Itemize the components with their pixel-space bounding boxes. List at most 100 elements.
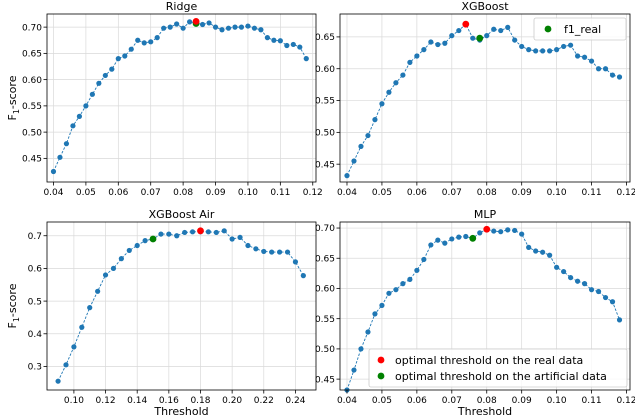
y-label-subscript: 1 [12,317,21,322]
y-label-base: F [6,114,19,120]
y-tick-label: 0.70 [315,224,335,234]
data-point [574,53,581,59]
data-point [122,53,128,59]
data-point [442,40,448,46]
panel-title: MLP [474,208,497,221]
series-line [57,230,304,382]
data-point [561,43,567,50]
x-tick-label: 0.18 [190,396,210,406]
data-point [71,344,77,350]
x-tick-label: 0.07 [442,188,462,198]
data-point [297,44,303,50]
data-point [57,154,63,160]
legend-marker [377,356,385,364]
data-point [50,168,57,175]
x-tick-label: 0.04 [43,188,63,198]
ridge-panel: 0.04 0.05 0.06 0.07 0.08 0.09 0.10 0.11 0.12 0.45… [6,0,323,198]
data-point [96,80,102,86]
data-point [83,103,89,109]
xgboost-panel: 0.04 0.05 0.06 0.07 0.08 0.09 0.10 0.11 0.12 0.45… [315,0,635,198]
data-point [568,42,574,48]
optimal-real-marker [197,227,204,235]
x-tick-label: 0.04 [337,396,357,406]
data-point [393,287,399,293]
data-point [102,272,109,278]
data-point [393,80,399,86]
optimal-real-marker [483,225,491,233]
data-point [358,143,364,149]
data-point [595,288,602,295]
data-point [581,54,588,60]
data-point [463,233,469,240]
data-point [533,248,539,254]
data-point [271,37,277,43]
x-tick-label: 0.05 [372,188,392,198]
data-point [187,19,193,25]
data-point [245,23,251,29]
data-point [561,268,567,275]
data-point [189,229,196,235]
data-point [616,74,623,80]
data-point [212,24,219,30]
data-point [110,265,117,272]
panel-title: XGBoost Air [149,208,215,221]
y-tick-label: 0.4 [28,330,43,340]
data-point [167,24,173,30]
xgboost-air-panel: 0.10 0.12 0.14 0.16 0.18 0.20 0.22 0.24 0.3 0.4 0.… [6,208,317,418]
data-point [602,66,609,72]
x-tick-label: 0.09 [512,396,532,406]
data-point [616,317,623,323]
x-tick-label: 0.09 [206,188,226,198]
y-label-rest: -score [6,283,19,317]
data-point [428,39,434,45]
legend-label: optimal threshold on the artificial data [395,370,607,383]
data-point [245,242,251,249]
x-tick-label: 0.06 [407,396,427,406]
data-point [351,158,357,164]
y-tick-label: 0.3 [28,363,42,373]
y-tick-label: 0.60 [22,76,42,86]
x-tick-label: 0.14 [127,396,147,406]
data-point [229,236,235,242]
plot-frame [339,221,631,391]
x-tick-label: 0.10 [64,396,84,406]
data-point [135,37,141,43]
y-tick-label: 0.65 [315,254,335,264]
data-point [477,230,483,236]
data-point [609,299,616,305]
data-point [498,27,504,34]
data-point [126,247,132,254]
series-line [53,21,307,172]
data-point [148,39,154,45]
data-point [470,35,476,41]
data-point [435,237,441,243]
data-point [251,25,258,31]
data-point [303,56,309,62]
data-point [372,311,378,317]
x-axis-label: Threshold [457,405,512,418]
data-point [379,302,385,308]
y-tick-label: 0.70 [22,23,42,33]
y-tick-label: 0.55 [315,97,335,107]
data-point [180,25,186,31]
y-tick-label: 0.45 [315,160,335,170]
data-point [63,362,69,368]
x-tick-label: 0.05 [372,396,392,406]
data-point [372,117,378,123]
data-point [414,267,420,273]
optimal-real-marker [462,20,470,28]
panel-title: Ridge [166,0,198,13]
data-point [205,229,211,235]
data-point [87,305,93,311]
y-label-subscript: 1 [12,109,21,114]
y-axis-label: F1-score [6,283,21,328]
y-tick-label: 0.6 [28,265,43,275]
data-point [182,229,188,236]
data-point [428,242,434,248]
data-point [595,66,602,72]
y-tick-label: 0.5 [28,297,42,307]
data-point [76,113,83,119]
x-tick-label: 0.07 [442,396,462,406]
y-axis-label: F1-score [6,75,21,120]
